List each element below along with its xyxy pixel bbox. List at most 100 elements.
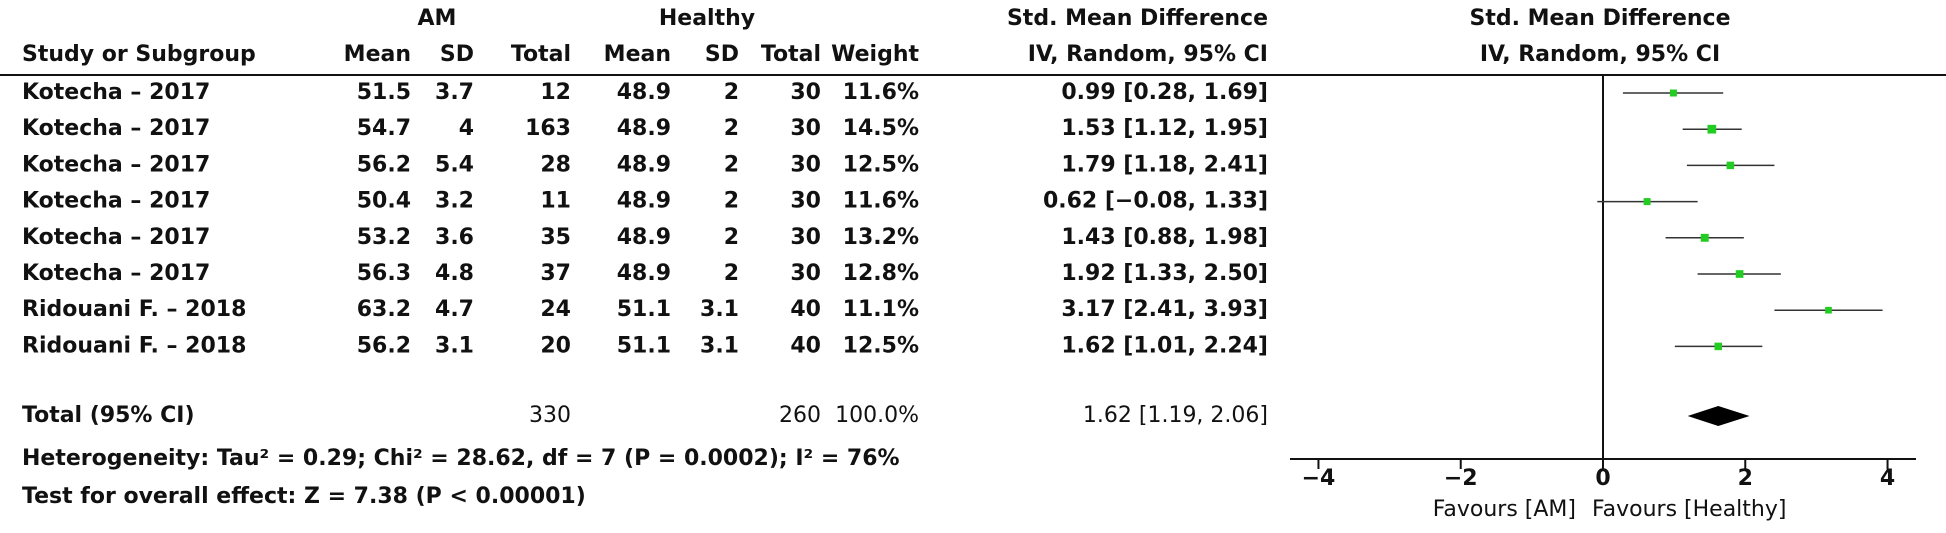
plot-subtitle: IV, Random, 95% CI [1480,42,1720,67]
total-label: Total (95% CI) [22,403,195,428]
cell: 163 [525,116,571,141]
cell: 12.5% [843,333,919,358]
cell: 40 [790,297,821,322]
x-tick-label: 0 [1595,466,1610,491]
x-tick-label: 2 [1738,466,1753,491]
column-header: Weight [831,42,919,67]
study-name: Kotecha – 2017 [22,80,210,105]
cell: 4 [459,116,474,141]
cell: 50.4 [357,189,411,214]
cell: 0.62 [−0.08, 1.33] [1043,189,1268,214]
pooled-diamond [1687,406,1750,426]
cell: 1.53 [1.12, 1.95] [1061,116,1268,141]
cell: 3.7 [435,80,474,105]
cell: 48.9 [617,152,671,177]
study-name: Ridouani F. – 2018 [22,333,246,358]
cell: 56.2 [357,333,411,358]
cell: 3.17 [2.41, 3.93] [1061,297,1268,322]
cell: 3.1 [700,333,739,358]
study-name: Kotecha – 2017 [22,116,210,141]
cell: 30 [790,152,821,177]
cell: 51.5 [357,80,411,105]
cell: 30 [790,116,821,141]
cell: 28 [540,152,571,177]
study-marker [1714,342,1722,351]
effect-header: Std. Mean Difference [1007,6,1268,31]
column-header: Total [511,42,571,67]
cell: 48.9 [617,116,671,141]
cell: 51.1 [617,297,671,322]
total-n: 330 [529,403,571,428]
cell: 12.5% [843,152,919,177]
column-header: Mean [604,42,671,67]
cell: 2 [724,80,739,105]
cell: 56.3 [357,261,411,286]
cell: 1.79 [1.18, 2.41] [1061,152,1268,177]
cell: 11 [540,189,571,214]
study-name: Kotecha – 2017 [22,189,210,214]
cell: 48.9 [617,225,671,250]
cell: 56.2 [357,152,411,177]
heterogeneity: Heterogeneity: Tau² = 0.29; Chi² = 28.62… [22,446,900,471]
overall-test: Test for overall effect: Z = 7.38 (P < 0… [22,484,586,509]
column-header: IV, Random, 95% CI [1028,42,1268,67]
cell: 2 [724,189,739,214]
study-marker [1700,233,1709,242]
cell: 0.99 [0.28, 1.69] [1061,80,1268,105]
study-name: Ridouani F. – 2018 [22,297,246,322]
x-tick-label: −4 [1302,466,1336,491]
total-n: 260 [779,403,821,428]
favours-left: Favours [AM] [1433,497,1576,522]
study-marker [1735,270,1744,278]
cell: 3.1 [700,297,739,322]
cell: 11.1% [843,297,919,322]
favours-right: Favours [Healthy] [1592,497,1786,522]
cell: 37 [540,261,571,286]
cell: 1.43 [0.88, 1.98] [1061,225,1268,250]
study-marker [1726,161,1735,170]
cell: 4.8 [435,261,474,286]
x-tick-label: 4 [1880,466,1895,491]
column-header: SD [705,42,739,67]
cell: 13.2% [843,225,919,250]
study-name: Kotecha – 2017 [22,152,210,177]
cell: 48.9 [617,189,671,214]
cell: 11.6% [843,189,919,214]
cell: 30 [790,225,821,250]
cell: 11.6% [843,80,919,105]
cell: 3.2 [435,189,474,214]
cell: 1.92 [1.33, 2.50] [1061,261,1268,286]
cell: 3.1 [435,333,474,358]
cell: 1.62 [1.01, 2.24] [1061,333,1268,358]
column-header: Total [761,42,821,67]
study-marker [1669,89,1677,97]
cell: 53.2 [357,225,411,250]
column-header: Mean [344,42,411,67]
total-ci: 1.62 [1.19, 2.06] [1083,403,1268,428]
cell: 14.5% [843,116,919,141]
cell: 2 [724,261,739,286]
cell: 30 [790,189,821,214]
cell: 30 [790,80,821,105]
column-header: SD [440,42,474,67]
cell: 5.4 [435,152,474,177]
group-header: AM [418,6,457,31]
cell: 20 [540,333,571,358]
cell: 12.8% [843,261,919,286]
cell: 12 [540,80,571,105]
study-marker [1643,198,1651,206]
cell: 3.6 [435,225,474,250]
total-weight: 100.0% [835,403,919,428]
study-marker [1825,306,1832,314]
group-header: Healthy [659,6,755,31]
cell: 40 [790,333,821,358]
x-tick-label: −2 [1444,466,1478,491]
cell: 35 [540,225,571,250]
cell: 48.9 [617,261,671,286]
cell: 2 [724,225,739,250]
cell: 54.7 [357,116,411,141]
cell: 30 [790,261,821,286]
cell: 63.2 [357,297,411,322]
